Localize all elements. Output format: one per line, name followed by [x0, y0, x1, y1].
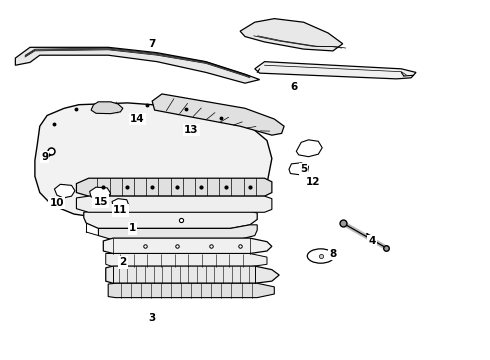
Text: 10: 10	[49, 198, 64, 208]
Text: 4: 4	[368, 236, 376, 246]
Polygon shape	[54, 184, 75, 198]
Polygon shape	[296, 140, 322, 157]
Text: 8: 8	[329, 248, 337, 258]
Polygon shape	[106, 253, 267, 267]
Text: 13: 13	[184, 125, 198, 135]
Polygon shape	[103, 238, 272, 253]
Text: 1: 1	[129, 224, 136, 233]
Text: 12: 12	[306, 177, 320, 187]
Text: 9: 9	[41, 152, 48, 162]
Polygon shape	[152, 94, 284, 135]
Polygon shape	[35, 103, 272, 218]
Polygon shape	[84, 211, 257, 228]
Text: 3: 3	[148, 313, 156, 323]
Polygon shape	[106, 266, 279, 283]
Polygon shape	[289, 163, 309, 175]
Polygon shape	[98, 225, 257, 239]
Polygon shape	[240, 19, 343, 51]
Polygon shape	[91, 102, 123, 114]
Polygon shape	[90, 187, 111, 199]
Text: 15: 15	[94, 197, 108, 207]
Polygon shape	[76, 196, 272, 212]
Text: 6: 6	[290, 82, 297, 92]
Text: 14: 14	[130, 114, 145, 124]
Text: 11: 11	[113, 206, 128, 216]
Polygon shape	[15, 47, 260, 83]
Text: 2: 2	[119, 257, 126, 267]
Ellipse shape	[307, 249, 334, 263]
Polygon shape	[108, 283, 274, 298]
Polygon shape	[255, 62, 416, 79]
Text: 7: 7	[148, 39, 156, 49]
Text: 5: 5	[300, 164, 307, 174]
Polygon shape	[112, 199, 129, 210]
Polygon shape	[76, 178, 272, 196]
